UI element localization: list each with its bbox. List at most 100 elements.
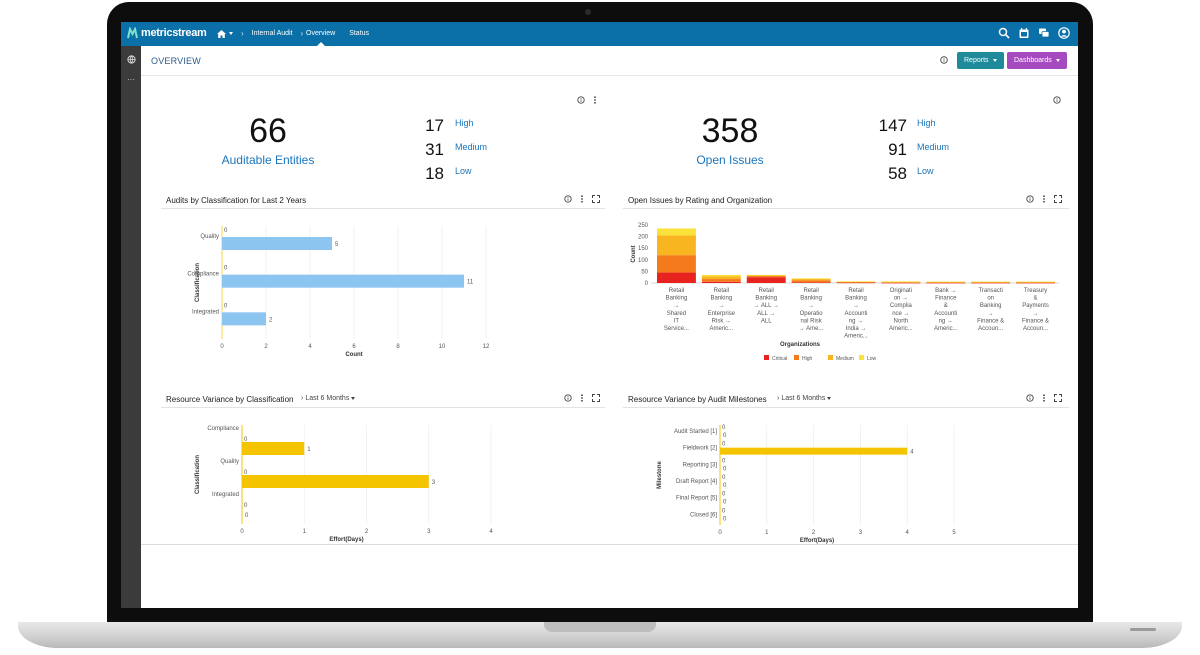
search-icon[interactable] (998, 27, 1010, 39)
x-tick-label: 1 (303, 529, 307, 535)
data-label: 0 (722, 508, 726, 514)
period-label: Last 6 Months (305, 395, 350, 402)
category-label-line: Transacti (978, 288, 1002, 294)
x-axis-title: Count (345, 352, 362, 358)
expand-icon[interactable] (592, 195, 600, 203)
y-axis-title: Count (631, 245, 637, 262)
expand-icon[interactable] (1054, 195, 1062, 203)
dashboards-button[interactable]: Dashboards (1007, 52, 1067, 69)
stacked-bar-segment (881, 282, 921, 284)
user-avatar-icon[interactable] (1058, 27, 1070, 39)
category-label-line: on (987, 296, 994, 302)
category-label-line: Retail (669, 288, 684, 294)
data-label: 0 (244, 470, 248, 476)
category-label: Retail Banking → Accounti ng → India → Americ.… (844, 288, 868, 340)
stacked-bar-segment (657, 255, 696, 273)
expand-icon[interactable] (1054, 394, 1062, 402)
home-dropdown-caret-icon[interactable] (229, 32, 233, 35)
open-issues-chart-title: Open Issues by Rating and Organization (628, 196, 773, 205)
kebab-menu-icon[interactable] (578, 195, 586, 203)
entities-high-label[interactable]: High (455, 118, 474, 128)
category-label-line: Shared (667, 311, 686, 317)
kebab-menu-icon[interactable] (1040, 394, 1048, 402)
calendar-icon[interactable] (1018, 27, 1030, 39)
info-icon[interactable] (577, 96, 585, 104)
auditable-entities-label[interactable]: Auditable Entities (221, 153, 315, 167)
audits-chart-title: Audits by Classification for Last 2 Year… (166, 196, 307, 205)
issues-high-label[interactable]: High (917, 118, 936, 128)
category-label-line: → (853, 303, 859, 309)
category-label-line: Accounti (934, 311, 957, 317)
info-icon[interactable] (1026, 195, 1034, 203)
entities-medium-label[interactable]: Medium (455, 142, 488, 152)
open-issues-label[interactable]: Open Issues (696, 153, 764, 167)
category-label: Originati on → Complia nce → North Americ... (889, 288, 913, 332)
category-label-line: Retail (759, 288, 774, 294)
help-icon[interactable] (940, 56, 948, 64)
legend-swatch (859, 355, 864, 360)
left-sidebar: ··· (121, 46, 141, 608)
category-label-line: → (1033, 311, 1039, 317)
info-icon[interactable] (564, 394, 572, 402)
bar (222, 274, 464, 288)
x-tick-label: 6 (352, 344, 356, 350)
issues-low-label[interactable]: Low (917, 166, 934, 176)
bar (242, 442, 305, 455)
audits-by-classification-chart: 0 2 4 6 8 10 12 Quality 0 5 Compliance 0 11 Integrate… (187, 226, 490, 358)
breadcrumb-internal-audit[interactable]: Internal Audit (251, 30, 293, 37)
category-label: Final Report [5] (676, 496, 717, 502)
info-icon[interactable] (1026, 394, 1034, 402)
kebab-menu-icon[interactable] (591, 96, 599, 104)
top-navigation-bar: metricstream › Internal Audit › Overview… (121, 22, 1078, 46)
brand-logo[interactable]: metricstream (127, 27, 207, 39)
tab-status[interactable]: Status (349, 30, 370, 37)
issues-medium-count: 91 (888, 140, 907, 159)
module-tabs: Overview Status (299, 22, 376, 46)
data-label: 3 (432, 480, 436, 486)
camera-dot (585, 9, 591, 15)
info-icon[interactable] (1053, 96, 1061, 104)
category-label-line: nal Risk (800, 318, 822, 324)
category-label-line: ALL (761, 318, 772, 324)
stacked-bar-segment (1016, 282, 1055, 284)
resource-milestone-period-dropdown[interactable]: › Last 6 Months (777, 395, 832, 402)
category-label: Treasury & Payments → Finance & Accoun... (1022, 288, 1049, 332)
category-label: Fieldwork [2] (683, 446, 717, 452)
kebab-menu-icon[interactable] (1040, 195, 1048, 203)
info-icon[interactable] (564, 195, 572, 203)
globe-icon[interactable] (121, 52, 141, 66)
chat-icon[interactable] (1038, 27, 1050, 39)
data-label: 0 (723, 483, 727, 489)
data-label: 0 (723, 433, 727, 439)
category-label-line: & (944, 303, 948, 309)
expand-icon[interactable] (592, 394, 600, 402)
more-options-icon[interactable]: ··· (127, 74, 135, 84)
data-label: 1 (307, 447, 311, 453)
category-label-line: Accounti (844, 311, 867, 317)
stacked-bar-segment (926, 282, 966, 283)
category-label-line: on → (894, 296, 908, 302)
data-label: 0 (723, 500, 727, 506)
category-label: Bank → Finance & Accounti ng → Americ... (934, 288, 958, 332)
category-label-line: Americ... (709, 326, 733, 332)
panel-divider (623, 407, 1069, 408)
data-label: 0 (224, 303, 228, 309)
reports-button[interactable]: Reports (957, 52, 1004, 69)
data-label: 0 (245, 513, 249, 519)
issues-medium-label[interactable]: Medium (917, 142, 950, 152)
category-label-line: Banking (980, 303, 1002, 309)
tab-overview[interactable]: Overview (299, 22, 342, 46)
data-label: 11 (467, 280, 474, 286)
category-label: Audit Started [1] (674, 429, 717, 435)
panel-tools (1026, 394, 1062, 402)
y-axis-title: Classification (195, 263, 201, 302)
entities-high-count: 17 (425, 116, 444, 135)
resource-class-period-dropdown[interactable]: › Last 6 Months (301, 395, 356, 402)
legend-label: Medium (836, 356, 854, 362)
issues-low-count: 58 (888, 164, 907, 183)
home-icon[interactable] (217, 29, 226, 38)
data-label: 0 (224, 266, 228, 272)
kebab-menu-icon[interactable] (578, 394, 586, 402)
x-tick-label: 1 (765, 530, 769, 536)
entities-low-label[interactable]: Low (455, 166, 472, 176)
